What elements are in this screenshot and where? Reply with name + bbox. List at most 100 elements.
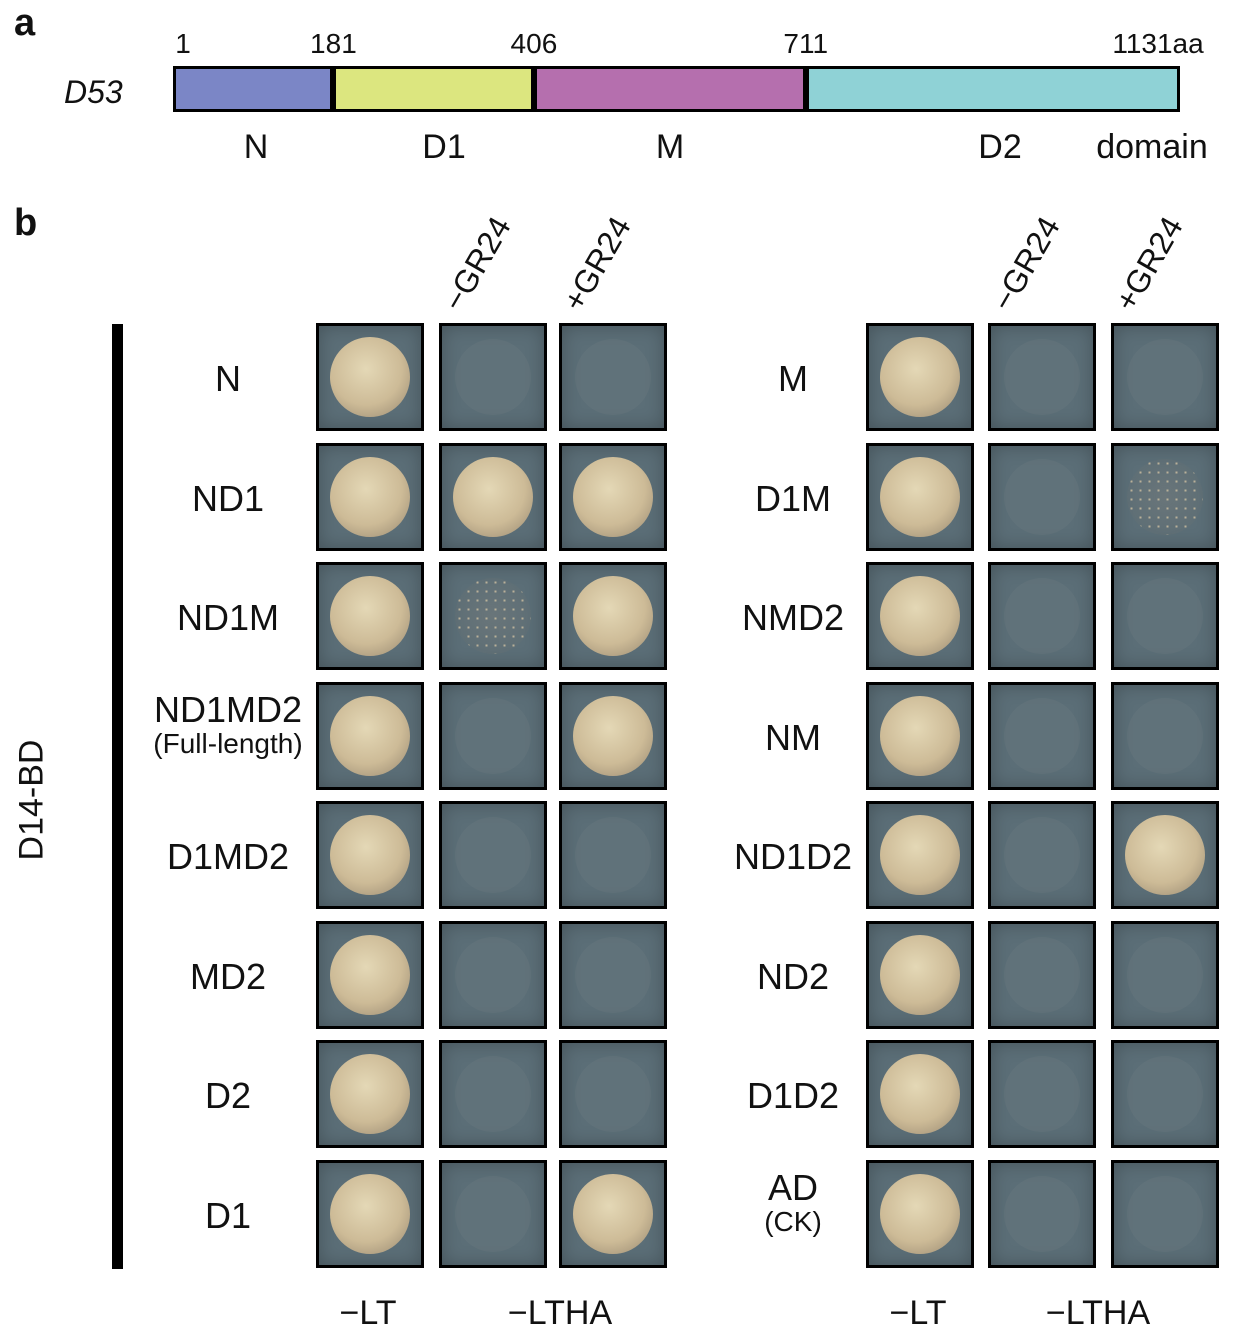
yeast-plate: [866, 442, 974, 551]
construct-name: MD2: [189, 955, 266, 997]
yeast-spot-strong: [880, 695, 960, 776]
construct-name: D1M: [754, 477, 831, 519]
yeast-spot-none: [455, 697, 531, 774]
construct-label: D1M: [673, 477, 913, 519]
construct-name: ND1D2: [733, 836, 853, 877]
yeast-spot-strong: [880, 456, 960, 537]
construct-label: D1: [108, 1195, 348, 1236]
construct-name: M: [778, 358, 808, 399]
yeast-spot-none: [1127, 578, 1203, 654]
yeast-plate: [1111, 801, 1219, 909]
yeast-spot-strong: [880, 934, 960, 1015]
yeast-spot-none: [1004, 578, 1080, 654]
construct-label: NMD2: [673, 598, 913, 638]
construct-note: (Full-length): [153, 728, 303, 760]
yeast-spot-none: [1004, 817, 1080, 893]
yeast-plate: [559, 442, 667, 551]
yeast-spot-none: [455, 817, 531, 893]
yeast-plate: [988, 1040, 1096, 1148]
construct-label: ND1MD2 (Full-length): [108, 688, 348, 760]
construct-label: ND2: [673, 956, 913, 997]
yeast-spot-strong: [573, 1173, 653, 1254]
yeast-plate: [316, 1040, 424, 1148]
yeast-spot-weak: [455, 578, 531, 654]
construct-name: NMD2: [741, 597, 844, 638]
yeast-plate: [1111, 562, 1219, 670]
position-label: 711: [783, 28, 829, 59]
construct-label: N: [108, 359, 348, 399]
yeast-plate: [316, 1159, 424, 1268]
condition-plus-gr24: +GR24: [555, 210, 638, 317]
yeast-plate: [988, 1159, 1096, 1268]
yeast-spot-strong: [573, 456, 653, 537]
yeast-spot-none: [1127, 936, 1203, 1013]
panel-a-letter: a: [14, 2, 36, 44]
yeast-plate: [559, 1040, 667, 1148]
yeast-spot-strong: [330, 815, 410, 895]
construct-name: ND1MD2: [153, 688, 303, 730]
position-label: 181: [310, 28, 357, 59]
condition-minus-gr24: −GR24: [435, 210, 518, 317]
domain-label-n: N: [243, 128, 269, 166]
yeast-plate: [559, 1159, 667, 1268]
yeast-spot-strong: [880, 1054, 960, 1134]
yeast-plate: [1111, 323, 1219, 431]
yeast-plate: [559, 323, 667, 431]
yeast-spot-none: [1127, 1175, 1203, 1252]
construct-label: AD (CK): [673, 1166, 913, 1238]
yeast-plate: [559, 920, 667, 1029]
medium-label-lt: −LT: [339, 1294, 397, 1332]
yeast-plate: [439, 1040, 547, 1148]
yeast-spot-none: [455, 936, 531, 1013]
yeast-plate: [988, 681, 1096, 790]
yeast-spot-strong: [330, 576, 410, 656]
yeast-plate: [439, 681, 547, 790]
construct-name: AD: [767, 1166, 818, 1208]
construct-name: D1D2: [746, 1075, 840, 1116]
yeast-plate: [1111, 1159, 1219, 1268]
yeast-plate: [1111, 442, 1219, 551]
construct-label: M: [673, 359, 913, 399]
construct-label: D1D2: [673, 1076, 913, 1116]
yeast-spot-strong: [330, 456, 410, 537]
yeast-plate: [316, 442, 424, 551]
construct-label: ND1D2: [673, 837, 913, 877]
yeast-plate: [866, 562, 974, 670]
yeast-spot-none: [1127, 339, 1203, 415]
position-label: 406: [510, 28, 558, 59]
yeast-plate: [559, 681, 667, 790]
yeast-spot-none: [1004, 936, 1080, 1013]
yeast-plate: [1111, 681, 1219, 790]
yeast-spot-none: [575, 339, 651, 415]
yeast-plate: [866, 681, 974, 790]
yeast-plate: [988, 323, 1096, 431]
yeast-plate: [866, 920, 974, 1029]
yeast-plate: [439, 442, 547, 551]
yeast-spot-strong: [330, 1054, 410, 1134]
medium-label-lt: −LT: [889, 1294, 947, 1332]
yeast-spot-none: [1004, 1056, 1080, 1132]
yeast-plate: [316, 801, 424, 909]
position-label: 1131aa: [1112, 28, 1204, 59]
domain-label-m: M: [655, 128, 685, 166]
domain-label-d2: D2: [978, 128, 1022, 166]
yeast-spot-strong: [880, 576, 960, 656]
construct-label: D2: [108, 1076, 348, 1116]
yeast-spot-none: [575, 936, 651, 1013]
bait-label: D14-BD: [12, 739, 51, 861]
yeast-spot-strong: [573, 576, 653, 656]
yeast-spot-none: [455, 339, 531, 415]
construct-name: NM: [765, 716, 821, 758]
yeast-plate: [988, 920, 1096, 1029]
yeast-plate: [439, 801, 547, 909]
yeast-spot-none: [575, 817, 651, 893]
domain-bar-d2: [805, 66, 1180, 112]
construct-name: ND1M: [176, 597, 279, 638]
construct-name: N: [215, 358, 241, 399]
yeast-spot-strong: [330, 934, 410, 1015]
construct-label: MD2: [108, 955, 348, 997]
yeast-spot-none: [575, 1056, 651, 1132]
yeast-spot-none: [455, 1056, 531, 1132]
yeast-plate: [866, 1040, 974, 1148]
construct-label: ND1M: [108, 598, 348, 638]
